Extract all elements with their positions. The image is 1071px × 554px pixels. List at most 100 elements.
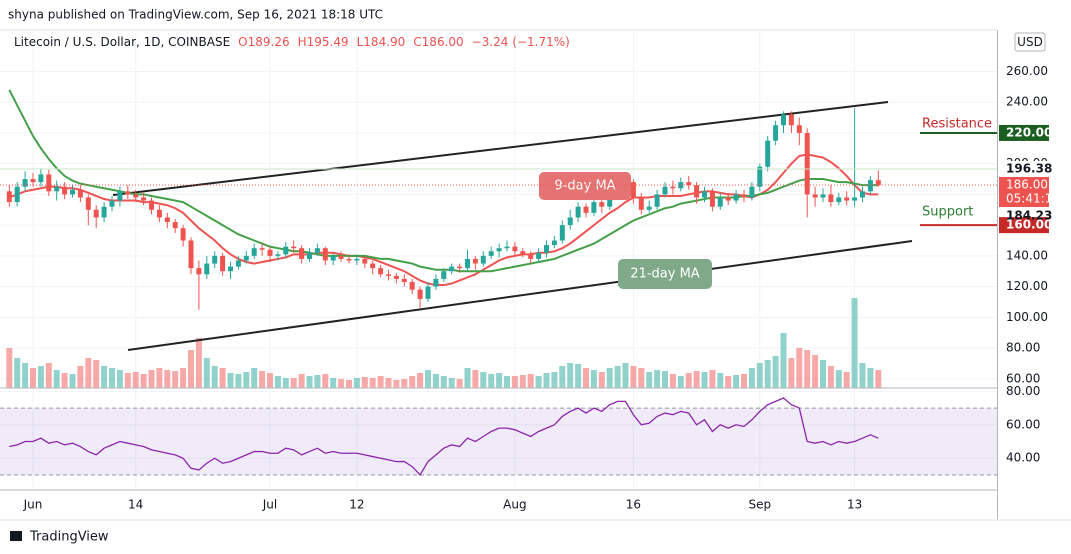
- candle-body: [725, 197, 731, 201]
- volume-bar: [472, 370, 479, 388]
- volume-bar: [496, 373, 503, 388]
- candle-body: [30, 179, 36, 183]
- candle-body: [457, 266, 463, 269]
- volume-bar: [511, 376, 518, 388]
- candle-body: [196, 268, 202, 275]
- candle-body: [393, 275, 399, 279]
- volume-bar: [188, 350, 194, 388]
- volume-bar: [622, 363, 629, 388]
- candle-body: [512, 246, 518, 252]
- candle-body: [488, 251, 494, 256]
- ma-label: 21-day MA: [630, 267, 699, 282]
- volume-bar: [164, 370, 171, 388]
- volume-bar: [85, 358, 92, 388]
- candle-body: [844, 197, 850, 201]
- candle-body: [781, 114, 786, 126]
- candle-body: [686, 182, 692, 186]
- last-price-box: [999, 177, 1049, 207]
- volume-bar: [330, 378, 337, 388]
- candle-body: [433, 278, 439, 287]
- candle-body: [480, 255, 486, 264]
- published-line: shyna published on TradingView.com, Sep …: [8, 8, 383, 22]
- candle-body: [93, 209, 99, 218]
- candle-body: [314, 248, 320, 253]
- volume-bar: [488, 374, 495, 388]
- volume-bar: [53, 370, 60, 388]
- candle-body: [773, 125, 779, 141]
- volume-bar: [116, 370, 123, 388]
- volume-bar: [756, 363, 763, 388]
- candle-body: [386, 274, 391, 276]
- volume-bar: [583, 368, 589, 388]
- volume-bar: [669, 374, 676, 388]
- volume-bar: [417, 373, 424, 388]
- candle-body: [544, 245, 549, 253]
- volume-bar: [859, 363, 866, 388]
- support-label: Support: [922, 205, 973, 220]
- candle-body: [852, 197, 858, 201]
- volume-bar: [369, 378, 376, 388]
- x-tick-label: 12: [349, 498, 364, 512]
- candle-body: [575, 206, 581, 218]
- y-tick-label: 60.00: [1006, 371, 1040, 385]
- candle-body: [630, 182, 636, 198]
- candle-body: [109, 200, 115, 207]
- candle-body: [291, 246, 297, 249]
- volume-bar: [701, 372, 708, 388]
- candle-body: [670, 186, 676, 189]
- rsi-tick-label: 40.00: [1006, 451, 1040, 465]
- open: O189.26: [238, 35, 289, 49]
- currency[interactable]: USD: [1017, 35, 1043, 49]
- candle-body: [401, 278, 407, 282]
- volume-bar: [251, 368, 258, 388]
- volume-bar: [551, 372, 558, 388]
- logo: TradingView: [10, 530, 109, 545]
- candle-body: [709, 191, 715, 207]
- close: C186.00: [413, 35, 463, 49]
- candle-body: [54, 186, 60, 192]
- candle-body: [820, 194, 826, 198]
- grid: [0, 30, 997, 490]
- candle-body: [465, 258, 470, 269]
- brand: TradingView: [29, 530, 109, 545]
- volume-bar: [61, 373, 68, 388]
- candle-body: [22, 179, 28, 187]
- candle-body: [307, 252, 312, 259]
- volume-bar: [820, 360, 826, 388]
- candle-body: [638, 197, 644, 210]
- candle-body: [77, 189, 83, 198]
- high: H195.49: [298, 35, 349, 49]
- volume-bar: [851, 298, 858, 388]
- x-tick-label: Sep: [748, 498, 771, 512]
- volume-bar: [480, 372, 487, 388]
- volume-bar: [6, 348, 13, 388]
- volume-bar: [875, 370, 882, 388]
- candle-body: [346, 258, 352, 261]
- last-price: 186.00: [1006, 178, 1048, 192]
- currency-box[interactable]: [1014, 32, 1046, 52]
- volume-bar: [353, 378, 360, 388]
- candle-body: [702, 191, 707, 198]
- volume-bar: [772, 356, 779, 388]
- volume-bar: [448, 378, 455, 388]
- volume-bar: [519, 375, 526, 388]
- candle-body: [378, 268, 384, 275]
- volume-bar: [717, 373, 724, 388]
- volume-bar: [243, 372, 250, 388]
- candle-body: [6, 191, 12, 203]
- volume-bar: [22, 363, 29, 388]
- low: L184.90: [357, 35, 406, 49]
- candle-body: [551, 240, 557, 246]
- volume-bar: [338, 379, 345, 388]
- candle-body: [228, 266, 233, 272]
- candle-body: [449, 266, 455, 272]
- candle-body: [860, 191, 865, 198]
- volume-bar: [156, 368, 163, 388]
- rsi-tick-label: 80.00: [1006, 384, 1040, 398]
- candle-body: [472, 258, 478, 264]
- y-tick-label: 120.00: [1006, 279, 1048, 293]
- candle-body: [180, 228, 186, 241]
- volume-bar: [662, 371, 668, 388]
- candle-body: [733, 194, 739, 201]
- volume-bar: [614, 366, 621, 388]
